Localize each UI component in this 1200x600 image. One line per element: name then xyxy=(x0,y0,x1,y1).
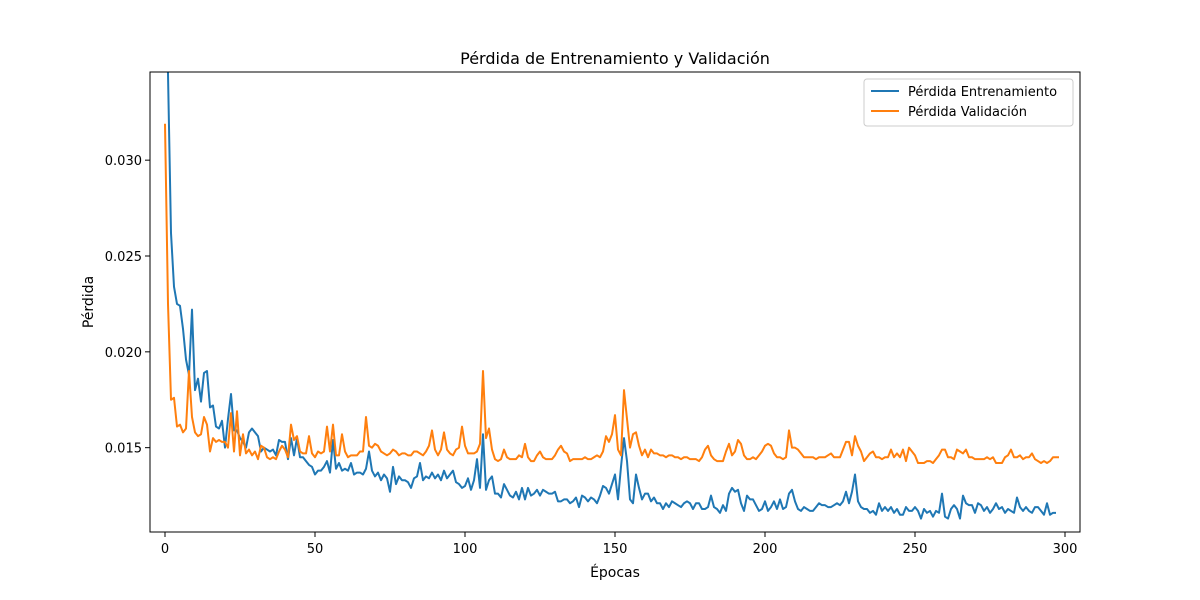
x-axis: 0 50 100 150 200 250 300 xyxy=(161,532,1078,557)
legend-label-training: Pérdida Entrenamiento xyxy=(908,85,1057,100)
legend-box xyxy=(863,78,1074,127)
legend-label-validation: Pérdida Validación xyxy=(908,105,1027,120)
x-tick-label: 150 xyxy=(603,542,628,557)
y-tick-label: 0.015 xyxy=(105,442,142,457)
y-axis: 0.015 0.020 0.025 0.030 xyxy=(105,154,150,457)
legend: Pérdida Entrenamiento Pérdida Validación xyxy=(863,78,1074,127)
x-tick-label: 300 xyxy=(1053,542,1078,557)
chart-title: Pérdida de Entrenamiento y Validación xyxy=(460,49,770,68)
y-tick-label: 0.025 xyxy=(105,250,142,265)
x-tick-label: 100 xyxy=(453,542,478,557)
x-tick-label: 200 xyxy=(753,542,778,557)
series-line-validation xyxy=(164,123,1059,464)
series-layer xyxy=(164,72,1059,520)
x-tick-label: 50 xyxy=(307,542,324,557)
plot-area xyxy=(150,72,1080,532)
y-tick-label: 0.030 xyxy=(105,154,142,169)
x-tick-label: 0 xyxy=(161,542,169,557)
y-axis-label: Pérdida xyxy=(81,276,97,328)
x-tick-label: 250 xyxy=(903,542,928,557)
x-axis-label: Épocas xyxy=(590,564,640,581)
series-line-training xyxy=(166,72,1056,520)
y-tick-label: 0.020 xyxy=(105,346,142,361)
